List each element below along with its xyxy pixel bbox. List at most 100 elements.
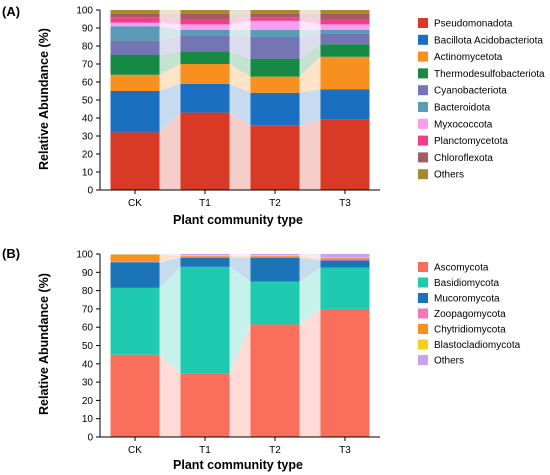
panel-a-band-pseudomonadota-ck-t1 [159, 112, 181, 190]
panel-a-bar-t3-bacteroidota [320, 29, 370, 34]
panel-a-bar-t2-thermodesulfobacteriota [250, 58, 300, 77]
panel-a-bar-ck-bacillota-acidobacteriota [110, 91, 160, 133]
panel-a-plot: 0 10 20 30 40 50 60 70 80 90 100 CK T1 T2 T3 [76, 6, 380, 209]
panel-a-bar-t2-actinomycetota [250, 76, 300, 93]
panel-a-bar-t1-cyanobacteriota [180, 35, 230, 52]
panel-b-bar-t3-mucoromycota [320, 260, 370, 268]
panel-a-legend-label-thermodesulfobacteriota: Thermodesulfobacteriota [434, 69, 545, 80]
panel-b-x-tick-label-t3: T3 [339, 445, 351, 456]
panel-b-y-tick-label-50: 50 [82, 341, 94, 352]
panel-a-band-chloroflexota-ck-t1 [159, 13, 181, 19]
panel-b-y-tick-label-30: 30 [82, 378, 94, 389]
panel-a-bar-ck-thermodesulfobacteriota [110, 55, 160, 75]
panel-b-label: (B) [2, 246, 20, 261]
panel-a-legend-label-myxococcota: Myxococcota [434, 119, 493, 130]
panel-b-bar-t1-ascomycota [180, 373, 230, 437]
panel-a-bar-t3-actinomycetota [320, 56, 370, 90]
panel-b-bar-t3-zoopagomycota [320, 258, 370, 261]
panel-b-bar-t2-zoopagomycota [250, 256, 300, 258]
panel-a: (A) 0 10 20 30 40 50 60 70 80 90 100 CK T1 T2 T3 Relat… [2, 4, 545, 227]
panel-b-y-tick-label-40: 40 [82, 359, 94, 370]
panel-b-x-tick-label-t1: T1 [199, 445, 211, 456]
panel-b: (B) 0 10 20 30 40 50 60 70 80 90 100 CK T1 T2 T3 Relat… [2, 246, 521, 472]
panel-b-bar-t2-chytridiomycota [250, 255, 300, 257]
panel-a-legend-label-actinomycetota: Actinomycetota [434, 52, 503, 63]
panel-b-bar-ck-mucoromycota [110, 262, 160, 288]
panel-a-x-tick-label-t1: T1 [199, 198, 211, 209]
panel-a-band-actinomycetota-ck-t1 [159, 64, 181, 91]
panel-a-legend-label-bacillota-acidobacteriota: Bacillota Acidobacteriota [434, 35, 543, 46]
panel-a-y-tick-label-60: 60 [82, 78, 94, 89]
panel-b-legend-label-zoopagomycota: Zoopagomycota [434, 309, 506, 320]
panel-b-legend-label-basidiomycota: Basidiomycota [434, 278, 499, 289]
panel-a-bar-t3-pseudomonadota [320, 119, 370, 190]
panel-a-band-bacillota-acidobacteriota-ck-t1 [159, 83, 181, 133]
panel-b-band-chytridiomycota-t1-t2 [229, 255, 251, 257]
panel-b-band-blastocladiomycota-t2-t3 [299, 255, 321, 258]
panel-a-legend-label-planctomycetota: Planctomycetota [434, 136, 508, 147]
panel-a-legend: Pseudomonadota Bacillota Acidobacteriota A… [418, 18, 545, 181]
panel-a-band-planctomycetota-t1-t2 [229, 17, 251, 25]
panel-a-band-others-t1-t2 [229, 10, 251, 14]
panel-b-band-basidiomycota-t2-t3 [299, 267, 321, 325]
panel-a-band-chloroflexota-t1-t2 [229, 13, 251, 19]
panel-a-bar-t3-others [320, 10, 370, 14]
panel-a-bar-t3-chloroflexota [320, 13, 370, 19]
panel-a-y-tick-label-30: 30 [82, 132, 94, 143]
panel-b-y-tick-label-90: 90 [82, 268, 94, 279]
panel-b-y-tick-label-20: 20 [82, 396, 94, 407]
panel-a-band-bacillota-acidobacteriota-t1-t2 [229, 83, 251, 126]
panel-a-bar-t3-myxococcota [320, 24, 370, 30]
panel-b-bar-t1-others [180, 254, 230, 256]
panel-a-band-myxococcota-t1-t2 [229, 20, 251, 30]
panel-a-band-planctomycetota-t2-t3 [299, 17, 321, 25]
panel-b-band-mucoromycota-ck-t1 [159, 257, 181, 288]
panel-a-bar-t2-myxococcota [250, 20, 300, 30]
panel-a-bar-ck-others [110, 10, 160, 14]
panel-a-y-tick-label-10: 10 [82, 168, 94, 179]
panel-a-legend-label-cyanobacteriota: Cyanobacteriota [434, 86, 507, 97]
panel-b-y-tick-label-10: 10 [82, 414, 94, 425]
panel-a-legend-swatch-myxococcota [418, 118, 428, 129]
panel-b-bar-t2-blastocladiomycota [250, 255, 300, 256]
panel-a-y-tick-label-90: 90 [82, 24, 94, 35]
panel-b-bar-t3-others [320, 254, 370, 258]
panel-b-y-axis-title: Relative Abundance (%) [37, 273, 51, 415]
panel-b-bar-ck-zoopagomycota [110, 261, 160, 263]
panel-b-legend-label-chytridiomycota: Chytridiomycota [434, 325, 506, 336]
panel-b-bar-t2-basidiomycota [250, 281, 300, 325]
panel-b-band-blastocladiomycota-t1-t2 [229, 255, 251, 256]
panel-b-y-tick-label-0: 0 [87, 433, 93, 444]
panel-a-legend-label-chloroflexota: Chloroflexota [434, 153, 493, 164]
panel-a-bar-ck-myxococcota [110, 22, 160, 27]
panel-a-y-tick-label-100: 100 [76, 6, 93, 17]
panel-b-legend-swatch-basidiomycota [418, 277, 428, 288]
panel-a-band-actinomycetota-t2-t3 [299, 56, 321, 93]
panel-b-x-tick-label-ck: CK [128, 445, 142, 456]
panel-a-band-bacteroidota-t1-t2 [229, 29, 251, 37]
panel-a-legend-swatch-bacillota-acidobacteriota [418, 34, 428, 45]
panel-a-x-tick-label-ck: CK [128, 198, 142, 209]
panel-b-bar-t1-mucoromycota [180, 257, 230, 267]
panel-b-legend-swatch-others [418, 355, 428, 365]
panel-a-bar-t1-actinomycetota [180, 64, 230, 84]
panel-a-band-cyanobacteriota-t2-t3 [299, 33, 321, 59]
panel-a-bar-t3-bacillota-acidobacteriota [320, 89, 370, 120]
panel-a-legend-swatch-planctomycetota [418, 135, 428, 146]
panel-b-legend: Ascomycota Basidiomycota Mucoromycota Zoopa… [418, 262, 521, 367]
panel-b-bar-t1-chytridiomycota [180, 255, 230, 257]
panel-b-bar-t2-others [250, 254, 300, 256]
panel-a-band-myxococcota-ck-t1 [159, 22, 181, 30]
panel-a-bar-t1-thermodesulfobacteriota [180, 51, 230, 64]
panel-b-y-tick-label-60: 60 [82, 323, 94, 334]
panel-a-bar-t2-bacillota-acidobacteriota [250, 92, 300, 126]
panel-a-bar-t3-cyanobacteriota [320, 33, 370, 45]
panel-b-bar-t1-zoopagomycota [180, 256, 230, 258]
panel-a-band-others-ck-t1 [159, 10, 181, 14]
panel-a-band-bacillota-acidobacteriota-t2-t3 [299, 89, 321, 126]
panel-a-y-tick-label-40: 40 [82, 114, 94, 125]
panel-a-legend-label-bacteroidota: Bacteroidota [434, 103, 491, 114]
panel-a-bar-ck-pseudomonadota [110, 132, 160, 190]
panel-a-band-actinomycetota-t1-t2 [229, 64, 251, 93]
